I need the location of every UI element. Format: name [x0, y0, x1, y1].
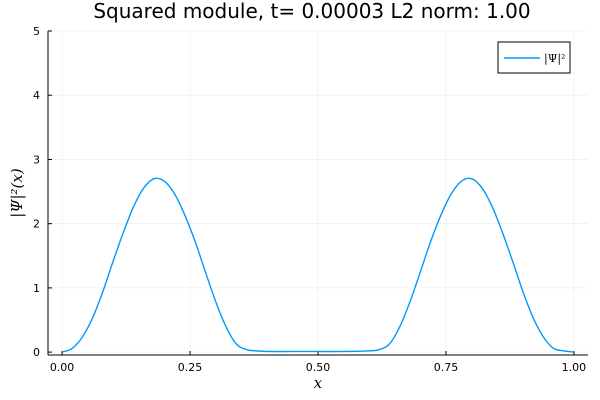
- x-tick-label: 1.00: [562, 361, 587, 374]
- y-axis-ticks: 0 1 2 3 4 5: [33, 25, 52, 359]
- x-tick-label: 0.50: [306, 361, 331, 374]
- y-tick-label: 1: [33, 282, 40, 295]
- y-tick-label: 2: [33, 218, 40, 231]
- x-tick-label: 0.00: [50, 361, 75, 374]
- y-tick-label: 5: [33, 25, 40, 38]
- series-layer: [61, 177, 575, 353]
- x-tick-label: 0.25: [178, 361, 203, 374]
- legend-label: |Ψ|²: [544, 52, 565, 66]
- series-line-0: [61, 177, 575, 353]
- chart-title: Squared module, t= 0.00003 L2 norm: 1.00: [93, 0, 530, 23]
- legend: |Ψ|²: [497, 41, 571, 74]
- x-tick-label: 0.75: [434, 361, 459, 374]
- y-axis-label: |Ψ|²(x): [8, 168, 26, 218]
- y-tick-label: 4: [33, 89, 40, 102]
- x-axis-label: x: [314, 374, 323, 392]
- y-tick-label: 0: [33, 346, 40, 359]
- x-axis-ticks: 0.00 0.25 0.50 0.75 1.00: [50, 351, 586, 374]
- y-tick-label: 3: [33, 153, 40, 166]
- grid: [48, 30, 588, 355]
